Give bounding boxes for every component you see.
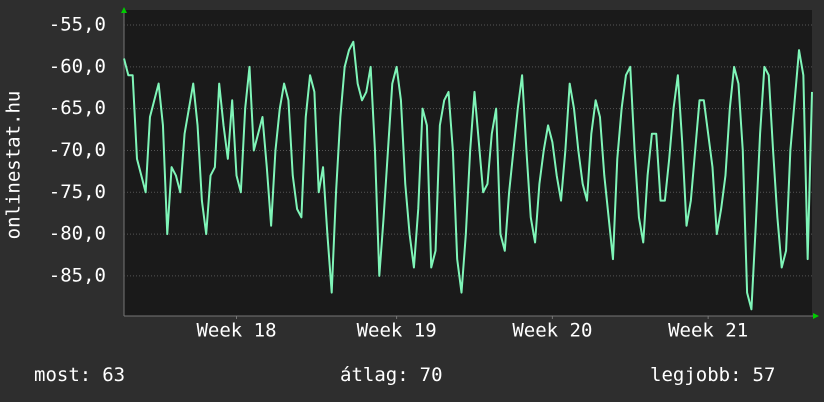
stat-value: 63 [102,364,125,386]
stat-label: átlag: [340,364,409,386]
axis-arrow [813,313,819,319]
plot-area [124,10,812,316]
y-tick-label: -70,0 [49,139,106,161]
stat-label: legjobb: [650,364,742,386]
x-tick-label: Week 18 [196,320,276,342]
stat: most: 63 [34,364,125,386]
x-tick-label: Week 19 [357,320,437,342]
y-tick-label: -75,0 [49,181,106,203]
y-tick-label: -65,0 [49,97,106,119]
y-tick-label: -80,0 [49,223,106,245]
stat: legjobb: 57 [650,364,775,386]
stat-label: most: [34,364,91,386]
stat: átlag: 70 [340,364,443,386]
stat-value: 70 [420,364,443,386]
y-tick-label: -85,0 [49,264,106,286]
data-line [123,40,813,311]
y-tick-label: -60,0 [49,55,106,77]
stat-value: 57 [753,364,776,386]
y-axis-label: onlinestat.hu [3,91,25,240]
axis-arrow [121,7,127,13]
x-tick-label: Week 21 [668,320,748,342]
x-tick-label: Week 20 [512,320,592,342]
y-tick-label: -55,0 [49,14,106,36]
